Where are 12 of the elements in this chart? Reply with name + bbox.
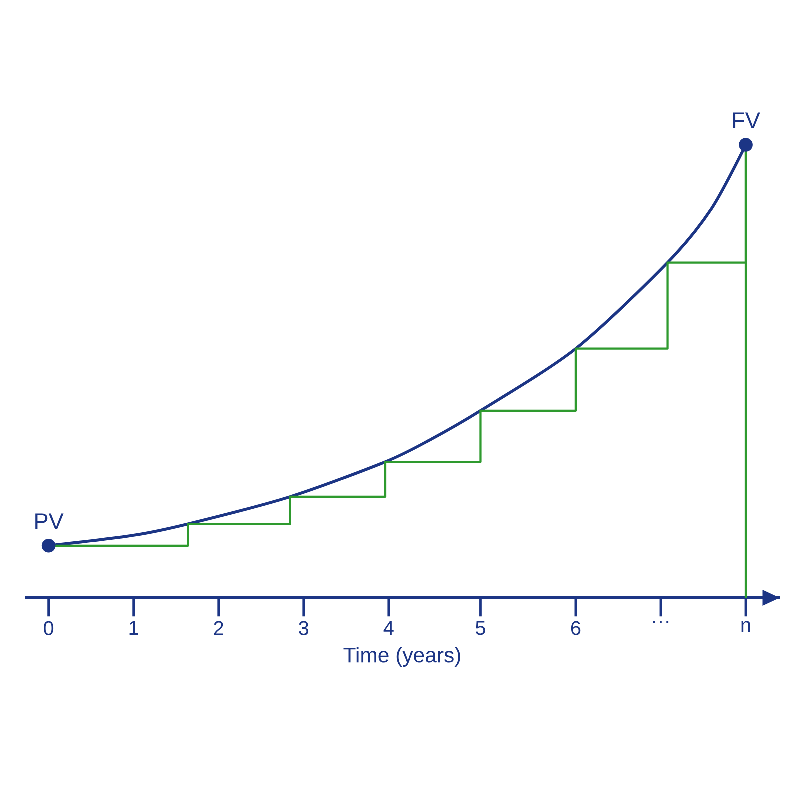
annotation: FV <box>733 112 760 128</box>
x-tick-label: 5 <box>476 621 486 636</box>
annotation: PV <box>36 514 64 530</box>
x-tick-label: 2 <box>214 621 224 636</box>
x-tick-label: 4 <box>384 621 394 635</box>
x-tick-label: 6 <box>571 621 581 636</box>
x-tick-label: ··· <box>653 621 669 624</box>
x-tick-label: 0 <box>44 621 54 636</box>
x-axis-title: Time (years) <box>344 647 460 667</box>
x-tick-label: n <box>742 621 750 632</box>
x-tick-label: 3 <box>299 621 309 636</box>
x-tick-label: 1 <box>130 621 138 635</box>
